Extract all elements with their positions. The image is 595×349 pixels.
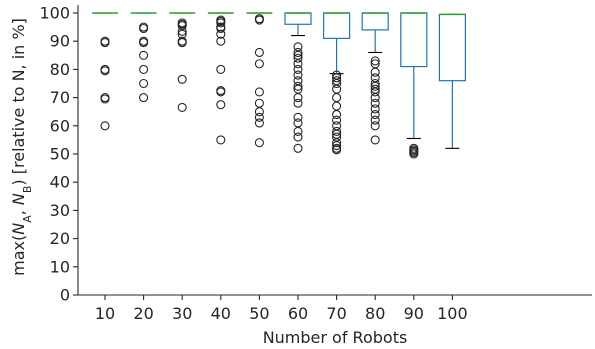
x-tick-label: 30 <box>172 304 192 323</box>
outlier-point <box>370 81 380 91</box>
x-tick-label: 80 <box>365 304 385 323</box>
outlier-point <box>254 112 264 122</box>
outlier-point <box>139 23 149 34</box>
outlier-point <box>254 98 264 108</box>
outlier-point <box>370 56 380 66</box>
outlier-point <box>177 26 187 36</box>
y-axis-label: max(NA, NB) [relative to N, in %] <box>9 18 34 276</box>
outlier-point <box>177 102 187 113</box>
box-70 <box>323 12 351 39</box>
outlier-point <box>293 132 303 142</box>
outlier-point <box>216 64 226 74</box>
y-tick-label: 50 <box>50 145 70 164</box>
outlier-point <box>100 94 110 104</box>
x-tick-label: 40 <box>211 304 231 323</box>
outlier-point <box>332 93 342 103</box>
plot-area: 0 10 20 30 40 50 60 70 80 90 100 10 20 30 40 50 60 70 80 90… <box>39 4 592 323</box>
y-tick-label: 90 <box>50 32 70 51</box>
outlier-point <box>293 70 303 80</box>
outlier-point <box>370 67 380 77</box>
outlier-point <box>293 64 303 74</box>
y-tick-label: 20 <box>50 229 70 248</box>
outlier-point <box>332 138 342 148</box>
outlier-point <box>254 87 264 97</box>
outlier-point <box>370 115 380 125</box>
outlier-point <box>332 109 342 120</box>
outlier-point <box>370 121 380 131</box>
outlier-point <box>254 59 264 69</box>
x-tick-label: 60 <box>288 304 308 323</box>
outlier-point <box>139 50 149 60</box>
x-tick-label: 100 <box>437 304 468 323</box>
outlier-point <box>139 78 149 89</box>
outlier-point <box>332 126 342 136</box>
y-tick-label: 0 <box>60 286 70 305</box>
outlier-point <box>370 135 380 145</box>
outlier-point <box>332 101 342 111</box>
outlier-point <box>332 84 342 94</box>
outlier-point <box>177 74 187 84</box>
outlier-point <box>293 126 303 136</box>
outlier-point <box>370 87 380 97</box>
outlier-point <box>370 104 380 114</box>
outlier-point <box>370 93 380 103</box>
outlier-point <box>216 18 226 28</box>
outlier-point <box>100 38 110 48</box>
box-100 <box>438 13 466 82</box>
box-60 <box>284 12 312 25</box>
outlier-point <box>139 38 149 48</box>
y-tick-label: 40 <box>50 173 70 192</box>
outlier-point <box>100 66 110 76</box>
outlier-point <box>332 145 342 155</box>
outlier-point <box>216 23 226 34</box>
outlier-point <box>216 87 226 97</box>
y-tick-label: 60 <box>50 116 70 135</box>
x-tick-label: 50 <box>249 304 269 323</box>
outlier-point <box>177 38 187 48</box>
outlier-point <box>293 47 303 58</box>
outlier-point <box>216 36 226 46</box>
outlier-point <box>293 53 303 63</box>
outlier-point <box>254 118 264 128</box>
outlier-point <box>293 118 303 128</box>
x-tick-label: 90 <box>404 304 424 323</box>
outlier-point <box>254 15 264 25</box>
y-tick-label: 10 <box>50 257 70 276</box>
box-90 <box>400 12 428 68</box>
outlier-point <box>332 78 342 89</box>
outlier-point <box>332 115 342 125</box>
outlier-point <box>216 29 226 39</box>
outlier-point <box>293 143 303 153</box>
box-80 <box>361 12 389 31</box>
outlier-point <box>293 59 303 69</box>
outlier-point <box>332 73 342 83</box>
outlier-point <box>293 98 303 108</box>
x-axis-label: Number of Robots <box>263 328 408 347</box>
outlier-point <box>100 121 110 131</box>
y-tick-label: 100 <box>39 4 70 23</box>
x-tick-label: 20 <box>133 304 153 323</box>
outlier-point <box>409 149 419 159</box>
outlier-point <box>254 107 264 117</box>
outlier-point <box>293 93 303 103</box>
y-tick-label: 80 <box>50 60 70 79</box>
outlier-point <box>216 135 226 145</box>
outlier-point <box>254 138 264 148</box>
outlier-point <box>216 100 226 110</box>
y-tick-label: 30 <box>50 201 70 220</box>
outlier-point <box>293 112 303 122</box>
outlier-point <box>332 140 342 151</box>
x-tick-label: 10 <box>95 304 115 323</box>
outlier-point <box>139 93 149 103</box>
outlier-point <box>370 109 380 120</box>
outlier-point <box>293 81 303 91</box>
outlier-point <box>254 47 264 58</box>
outlier-point <box>370 98 380 108</box>
x-tick-label: 70 <box>326 304 346 323</box>
y-tick-label: 70 <box>50 88 70 107</box>
outlier-point <box>139 64 149 74</box>
